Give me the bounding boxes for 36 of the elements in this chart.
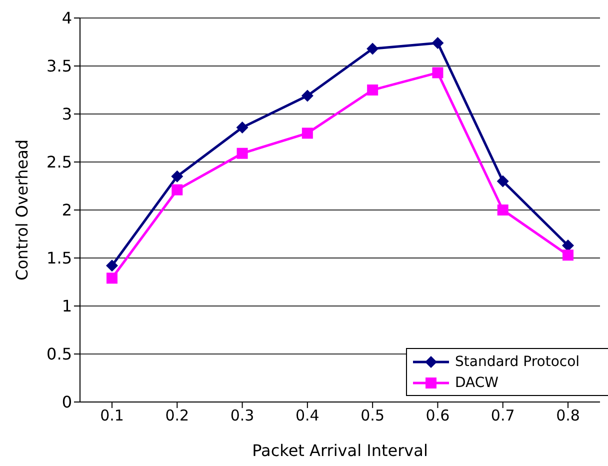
y-tick-label: 1.5 xyxy=(46,248,72,268)
x-tick-label: 0.1 xyxy=(100,406,124,425)
y-tick-label: 3 xyxy=(62,104,72,124)
x-tick-label: 0.8 xyxy=(556,406,580,425)
y-tick-label: 0 xyxy=(62,392,72,412)
point xyxy=(497,204,508,216)
point xyxy=(366,42,379,55)
point xyxy=(172,184,183,196)
point xyxy=(171,170,184,182)
point xyxy=(236,121,248,134)
point xyxy=(106,260,118,272)
y-tick-label: 2.5 xyxy=(46,152,72,172)
x-tick-label: 0.7 xyxy=(490,406,515,425)
legend-label: Standard Protocol xyxy=(455,354,580,370)
point xyxy=(302,128,313,139)
x-tick-label: 0.4 xyxy=(296,406,320,425)
x-axis-title: Packet Arrival Interval xyxy=(252,441,428,460)
y-tick-label: 2 xyxy=(62,200,72,220)
point xyxy=(432,67,444,78)
point xyxy=(367,84,378,96)
y-axis-title: Control Overhead xyxy=(12,139,32,281)
y-tick-label: 0.5 xyxy=(46,344,72,364)
y-tick-label: 4 xyxy=(62,8,72,28)
x-tick-label: 0.3 xyxy=(230,406,254,425)
y-tick-label: 3.5 xyxy=(46,56,72,76)
point xyxy=(562,250,574,261)
point xyxy=(301,90,314,102)
point xyxy=(236,148,248,159)
legend-label: DACW xyxy=(455,374,498,390)
x-tick-label: 0.5 xyxy=(360,406,384,425)
x-tick-label: 0.6 xyxy=(426,406,450,425)
point xyxy=(496,175,509,188)
y-tick-label: 1 xyxy=(62,296,72,316)
point xyxy=(106,272,118,284)
point xyxy=(432,36,444,49)
x-tick-label: 0.2 xyxy=(165,406,190,425)
